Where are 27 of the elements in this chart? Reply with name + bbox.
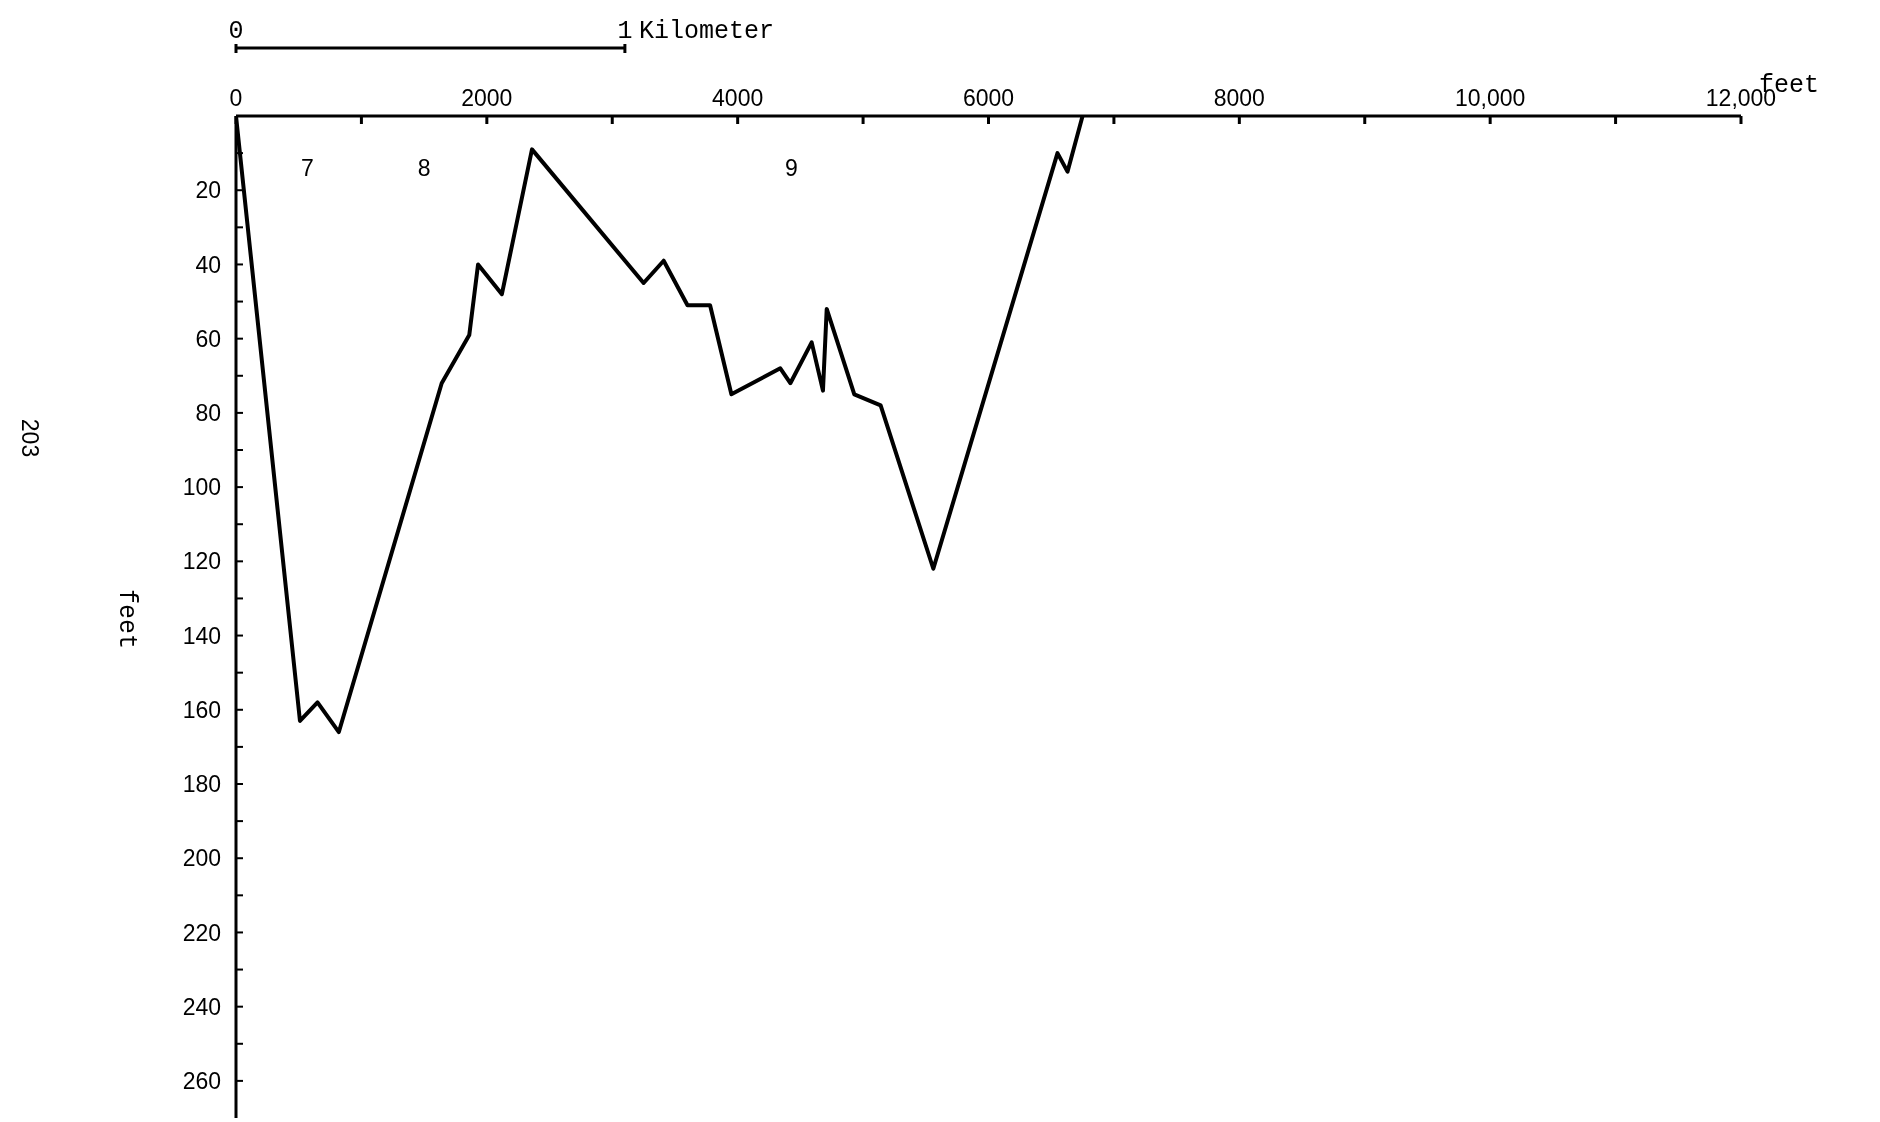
x-tick-label: 8000 [1213, 85, 1265, 111]
x-tick-label: 0 [229, 85, 243, 111]
annotation: 9 [784, 155, 798, 181]
y-tick-label: 40 [195, 251, 221, 278]
y-tick-label: 20 [195, 177, 221, 204]
x-tick-label: 2000 [461, 85, 513, 111]
y-tick-label: 60 [195, 325, 221, 352]
y-tick-label: 100 [182, 474, 221, 501]
annotation: 8 [417, 155, 431, 181]
annotation: 7 [301, 155, 314, 181]
x2-tick-label: 0 [228, 17, 244, 46]
y-tick-label: 260 [182, 1068, 221, 1095]
y-tick-label: 140 [182, 622, 221, 649]
y-axis-title: feet [112, 588, 141, 650]
y-tick-label: 200 [182, 845, 221, 872]
x-tick-label: 4000 [712, 85, 764, 111]
x2-axis-title: Kilometer [638, 17, 774, 46]
x2-tick-label: 1 [617, 17, 633, 46]
x-tick-label: 10,000 [1454, 85, 1526, 111]
y-tick-label: 120 [182, 548, 221, 575]
y-tick-label: 180 [182, 771, 221, 798]
text: 203 [17, 418, 43, 458]
x-tick-label: 6000 [962, 85, 1015, 111]
y-tick-label: 160 [182, 696, 221, 723]
y-tick-label: 240 [182, 993, 221, 1020]
y-tick-label: 220 [182, 919, 221, 946]
y-tick-label: 80 [195, 400, 221, 427]
